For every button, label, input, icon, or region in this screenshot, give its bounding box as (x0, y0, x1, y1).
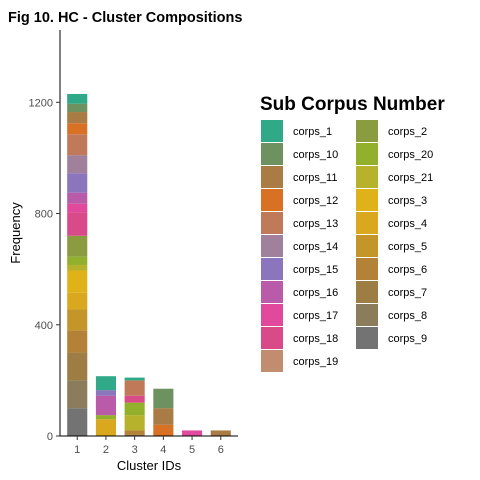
legend: Sub Corpus Number corps_1corps_10corps_1… (260, 94, 445, 372)
legend-label-corps_19: corps_19 (293, 356, 338, 368)
legend-label-corps_18: corps_18 (293, 333, 338, 345)
legend-label-corps_20: corps_20 (388, 149, 433, 161)
bar-segment-corps_20-cluster-3 (124, 402, 145, 416)
bar-segment-corps_20-cluster-2 (95, 415, 116, 420)
legend-key-corps_21 (356, 166, 378, 188)
y-tick-label: 800 (35, 209, 53, 221)
bar-segment-corps_9-cluster-1 (67, 408, 88, 436)
bar-segment-corps_10-cluster-1 (67, 103, 88, 113)
legend-title: Sub Corpus Number (260, 94, 445, 115)
legend-key-corps_16 (261, 281, 283, 303)
legend-key-corps_5 (356, 235, 378, 257)
bar-segment-corps_21-cluster-1 (67, 264, 88, 271)
legend-key-corps_20 (356, 143, 378, 165)
x-axis-title: Cluster IDs (117, 458, 182, 473)
x-tick-label: 4 (160, 444, 166, 456)
legend-label-corps_15: corps_15 (293, 264, 338, 276)
bar-segment-corps_15-cluster-2 (95, 390, 116, 396)
y-tick-label: 400 (35, 320, 53, 332)
legend-key-corps_18 (261, 327, 283, 349)
y-axis-ticks: 0 400 800 1200 (29, 97, 60, 443)
legend-key-corps_7 (356, 281, 378, 303)
chart-title: Fig 10. HC - Cluster Compositions (8, 10, 242, 26)
legend-label-corps_11: corps_11 (293, 172, 337, 184)
bar-segment-corps_14-cluster-1 (67, 155, 88, 174)
y-axis-title: Frequency (8, 202, 23, 264)
legend-key-corps_15 (261, 258, 283, 280)
bar-segment-corps_11-cluster-1 (67, 112, 88, 124)
bar-segment-corps_16-cluster-2 (95, 395, 116, 416)
bar-segment-corps_11-cluster-6 (210, 430, 231, 436)
bar-segment-corps_4-cluster-1 (67, 292, 88, 310)
bar-segment-corps_11-cluster-4 (153, 408, 174, 425)
legend-key-corps_12 (261, 189, 283, 211)
bar-segment-corps_1-cluster-2 (95, 376, 116, 391)
legend-key-corps_13 (261, 212, 283, 234)
bar-segment-corps_7-cluster-3 (124, 434, 145, 436)
legend-key-corps_19 (261, 350, 283, 372)
legend-label-corps_21: corps_21 (388, 172, 433, 184)
legend-label-corps_4: corps_4 (388, 218, 427, 230)
bar-segment-corps_1-cluster-1 (67, 93, 88, 104)
legend-label-corps_2: corps_2 (388, 126, 427, 138)
bar-segment-corps_13-cluster-3 (124, 380, 145, 396)
legend-key-corps_4 (356, 212, 378, 234)
bar-segment-corps_17-cluster-5 (182, 430, 203, 436)
y-tick-label: 0 (47, 431, 53, 443)
bar-segment-corps_21-cluster-3 (124, 415, 145, 431)
legend-key-corps_14 (261, 235, 283, 257)
bar-segment-corps_2-cluster-1 (67, 235, 88, 257)
bar-segment-corps_8-cluster-1 (67, 380, 88, 409)
legend-label-corps_9: corps_9 (388, 333, 427, 345)
legend-label-corps_14: corps_14 (293, 241, 338, 253)
x-tick-label: 5 (189, 444, 195, 456)
bar-segment-corps_10-cluster-4 (153, 388, 174, 409)
legend-key-corps_6 (356, 258, 378, 280)
bar-segment-corps_20-cluster-1 (67, 256, 88, 265)
legend-label-corps_12: corps_12 (293, 195, 338, 207)
legend-label-corps_6: corps_6 (388, 264, 427, 276)
legend-key-corps_8 (356, 304, 378, 326)
legend-label-corps_10: corps_10 (293, 149, 338, 161)
x-tick-label: 3 (132, 444, 138, 456)
legend-key-corps_3 (356, 189, 378, 211)
legend-key-corps_9 (356, 327, 378, 349)
y-tick-label: 1200 (29, 97, 53, 109)
bar-segment-corps_1-cluster-3 (124, 377, 145, 381)
x-tick-label: 2 (103, 444, 109, 456)
legend-label-corps_3: corps_3 (388, 195, 427, 207)
legend-key-corps_10 (261, 143, 283, 165)
bar-segment-corps_6-cluster-1 (67, 330, 88, 353)
legend-label-corps_17: corps_17 (293, 310, 338, 322)
plot-area (67, 93, 231, 436)
legend-label-corps_1: corps_1 (293, 126, 332, 138)
x-tick-label: 6 (218, 444, 224, 456)
x-axis-ticks: 1 2 3 4 5 6 (74, 436, 224, 456)
bar-segment-corps_18-cluster-3 (124, 395, 145, 403)
bar-segment-corps_16-cluster-1 (67, 192, 88, 204)
legend-key-corps_1 (261, 120, 283, 142)
bar-segment-corps_5-cluster-1 (67, 309, 88, 331)
bar-segment-corps_7-cluster-1 (67, 352, 88, 381)
legend-key-corps_11 (261, 166, 283, 188)
bar-segment-corps_17-cluster-1 (67, 203, 88, 213)
bar-segment-corps_18-cluster-1 (67, 212, 88, 236)
bar-segment-corps_3-cluster-1 (67, 270, 88, 293)
bar-segment-corps_6-cluster-3 (124, 430, 145, 435)
bar-segment-corps_15-cluster-1 (67, 173, 88, 193)
bar-segment-corps_12-cluster-4 (153, 424, 174, 436)
bar-segment-corps_4-cluster-2 (95, 419, 116, 436)
legend-label-corps_16: corps_16 (293, 287, 338, 299)
legend-label-corps_7: corps_7 (388, 287, 427, 299)
legend-label-corps_13: corps_13 (293, 218, 338, 230)
legend-label-corps_5: corps_5 (388, 241, 427, 253)
legend-label-corps_8: corps_8 (388, 310, 427, 322)
legend-key-corps_17 (261, 304, 283, 326)
x-tick-label: 1 (74, 444, 80, 456)
legend-key-corps_2 (356, 120, 378, 142)
bar-segment-corps_12-cluster-1 (67, 123, 88, 135)
bar-segment-corps_13-cluster-1 (67, 134, 88, 156)
legend-items: corps_1corps_10corps_11corps_12corps_13c… (261, 120, 433, 372)
